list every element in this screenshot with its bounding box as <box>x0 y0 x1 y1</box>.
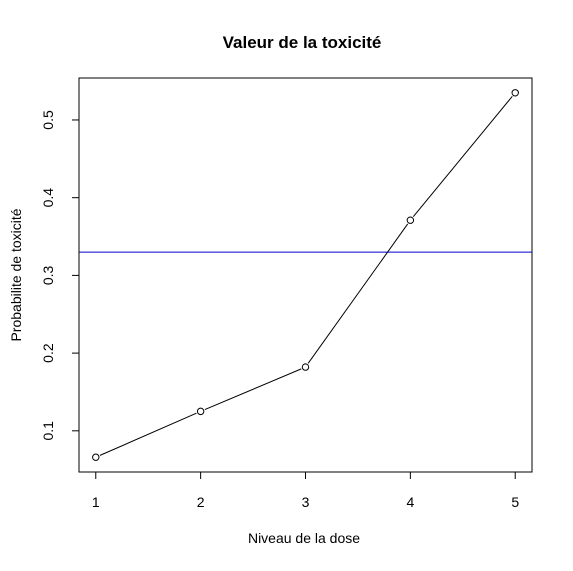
series-line-segment <box>204 368 302 411</box>
y-tick-label: 0.3 <box>40 265 56 285</box>
plot-frame <box>78 77 533 473</box>
x-tick-label: 3 <box>302 494 310 510</box>
chart-title: Valeur de la toxicité <box>223 33 382 52</box>
data-point <box>196 407 205 416</box>
data-point <box>406 216 415 224</box>
series-line-segment <box>99 412 197 456</box>
y-tick-label: 0.2 <box>40 343 56 363</box>
series-layer <box>92 89 519 461</box>
x-tick-label: 4 <box>406 494 414 510</box>
y-tick-label: 0.4 <box>40 188 56 208</box>
series-line-segment <box>307 223 409 364</box>
data-point <box>511 89 519 97</box>
data-point <box>92 453 100 461</box>
x-axis: 1 2 3 4 5 <box>92 471 519 510</box>
y-axis: 0.1 0.2 0.3 0.4 0.5 <box>40 110 80 441</box>
x-tick-label: 1 <box>92 494 100 510</box>
y-tick-label: 0.1 <box>40 421 56 441</box>
x-tick-label: 2 <box>197 494 205 510</box>
series-line-segment <box>412 95 513 217</box>
y-tick-label: 0.5 <box>40 110 56 130</box>
x-tick-label: 5 <box>511 494 519 510</box>
data-point <box>301 363 310 371</box>
x-axis-label: Niveau de la dose <box>248 530 360 546</box>
y-axis-label: Probabilite de toxicité <box>8 208 24 341</box>
